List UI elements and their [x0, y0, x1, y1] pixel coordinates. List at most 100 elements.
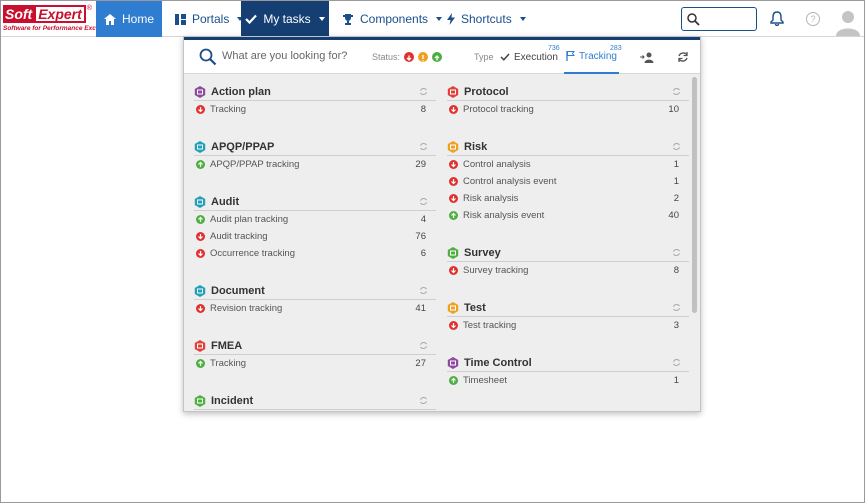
task-item-test-tracking[interactable]: Test tracking 3: [447, 317, 689, 334]
apqp-ppap-module-icon: [194, 140, 206, 153]
global-search-input[interactable]: [681, 7, 757, 31]
task-group-header[interactable]: Protocol: [447, 83, 689, 101]
refresh-icon[interactable]: [419, 142, 428, 151]
task-group-training: Training: [447, 409, 689, 411]
lightning-icon: [447, 13, 455, 25]
late-status-icon: [449, 160, 458, 169]
panel-scrollbar[interactable]: [692, 77, 697, 313]
late-status-icon: [196, 105, 205, 114]
task-item-timesheet[interactable]: Timesheet 1: [447, 372, 689, 389]
panel-toolbar: What are you looking for? Status: Type E…: [184, 40, 700, 74]
execution-count-badge: 736: [548, 45, 560, 52]
on-time-status-icon: [196, 359, 205, 368]
task-group-header[interactable]: Risk: [447, 138, 689, 156]
refresh-icon[interactable]: [419, 197, 428, 206]
task-group-header[interactable]: APQP/PPAP: [194, 138, 436, 156]
task-group-header[interactable]: Survey: [447, 244, 689, 262]
task-item-control-analysis[interactable]: Control analysis 1: [447, 156, 689, 173]
task-item-label: Audit plan tracking: [210, 214, 289, 225]
on-time-status-icon: [196, 160, 205, 169]
status-filter-warning-icon[interactable]: [418, 52, 428, 62]
logo-soft-text: Soft: [3, 5, 35, 23]
on-time-status-icon: [449, 376, 458, 385]
left-column: Action plan Tracking 8 APQP/PPAP APQP/PPAP t…: [194, 83, 436, 411]
task-item-risk-analysis-event[interactable]: Risk analysis event 40: [447, 207, 689, 224]
task-item-count: 3: [673, 320, 679, 331]
task-item-count: 6: [420, 248, 426, 259]
task-item-apqp-ppap-tracking[interactable]: APQP/PPAP tracking 29: [194, 156, 436, 173]
task-item-revision-tracking[interactable]: Revision tracking 41: [194, 300, 436, 317]
late-status-icon: [196, 232, 205, 241]
late-status-icon: [449, 105, 458, 114]
task-item-tracking[interactable]: Tracking 27: [194, 355, 436, 372]
type-filter-label: Type: [474, 52, 494, 62]
task-group-header[interactable]: Incident: [194, 392, 436, 410]
task-item-survey-tracking[interactable]: Survey tracking 8: [447, 262, 689, 279]
late-status-icon: [449, 194, 458, 203]
right-column: Protocol Protocol tracking 10 Risk Control a…: [447, 83, 689, 411]
task-item-label: Revision tracking: [210, 303, 283, 314]
task-item-audit-plan-tracking[interactable]: Audit plan tracking 4: [194, 211, 436, 228]
refresh-icon[interactable]: [677, 51, 689, 63]
refresh-icon[interactable]: [672, 358, 681, 367]
task-item-protocol-tracking[interactable]: Protocol tracking 10: [447, 101, 689, 118]
tab-execution[interactable]: Execution 736: [500, 40, 560, 74]
task-group-header[interactable]: FMEA: [194, 337, 436, 355]
task-group-survey: Survey Survey tracking 8: [447, 244, 689, 279]
refresh-icon[interactable]: [672, 248, 681, 257]
status-filter-late-icon[interactable]: [404, 52, 414, 62]
task-item-count: 1: [673, 375, 679, 386]
late-status-icon: [196, 304, 205, 313]
nav-components-menu[interactable]: Components: [342, 1, 443, 37]
tab-execution-label: Execution: [514, 51, 558, 63]
status-filter-label: Status:: [372, 52, 401, 62]
delegate-user-icon[interactable]: [640, 52, 654, 63]
task-item-risk-analysis[interactable]: Risk analysis 2: [447, 190, 689, 207]
nav-home-button[interactable]: Home: [96, 1, 162, 37]
refresh-icon[interactable]: [419, 341, 428, 350]
task-group-document: Document Revision tracking 41: [194, 282, 436, 317]
task-group-fmea: FMEA Tracking 27: [194, 337, 436, 372]
task-group-header[interactable]: Test: [447, 299, 689, 317]
chevron-down-icon: [237, 17, 244, 21]
tab-tracking[interactable]: Tracking 283: [564, 40, 622, 74]
test-module-icon: [447, 301, 459, 314]
task-search-input[interactable]: What are you looking for?: [222, 50, 348, 62]
refresh-icon[interactable]: [672, 303, 681, 312]
task-group-header[interactable]: Action plan: [194, 83, 436, 101]
task-group-header[interactable]: Document: [194, 282, 436, 300]
task-item-tracking[interactable]: Tracking 8: [194, 101, 436, 118]
refresh-icon[interactable]: [419, 286, 428, 295]
help-icon[interactable]: ?: [806, 12, 820, 26]
user-avatar[interactable]: [834, 8, 862, 36]
panel-accent-bar: [184, 37, 700, 40]
refresh-icon[interactable]: [672, 87, 681, 96]
notifications-bell-icon[interactable]: [770, 11, 784, 26]
refresh-icon[interactable]: [672, 142, 681, 151]
softexpert-logo[interactable]: Soft Expert ® Software for Performance E…: [3, 5, 118, 35]
late-status-icon: [196, 249, 205, 258]
nav-shortcuts-menu[interactable]: Shortcuts: [447, 1, 526, 37]
task-item-occurrence-tracking[interactable]: Occurrence tracking 6: [194, 245, 436, 262]
task-item-management[interactable]: Management4: [194, 410, 436, 411]
refresh-icon[interactable]: [419, 87, 428, 96]
task-item-label: Tracking: [210, 358, 247, 369]
checkmark-icon: [500, 53, 510, 61]
nav-portals-menu[interactable]: Portals: [175, 1, 244, 37]
task-item-control-analysis-event[interactable]: Control analysis event 1: [447, 173, 689, 190]
portals-grid-icon: [175, 13, 186, 25]
task-item-count: 76: [415, 231, 426, 242]
status-filter-ontime-icon[interactable]: [432, 52, 442, 62]
task-group-header[interactable]: Training: [447, 409, 689, 411]
task-group-apqp-ppap: APQP/PPAP APQP/PPAP tracking 29: [194, 138, 436, 173]
nav-my-tasks-menu[interactable]: My tasks: [241, 1, 329, 37]
refresh-icon[interactable]: [419, 396, 428, 405]
home-icon: [103, 13, 116, 25]
task-group-header[interactable]: Audit: [194, 193, 436, 211]
task-group-title: Audit: [211, 195, 240, 208]
task-group-protocol: Protocol Protocol tracking 10: [447, 83, 689, 118]
logo-tagline: Software for Performance Excellence: [3, 25, 118, 32]
task-group-title: Action plan: [211, 85, 271, 98]
task-group-header[interactable]: Time Control: [447, 354, 689, 372]
task-item-audit-tracking[interactable]: Audit tracking 76: [194, 228, 436, 245]
